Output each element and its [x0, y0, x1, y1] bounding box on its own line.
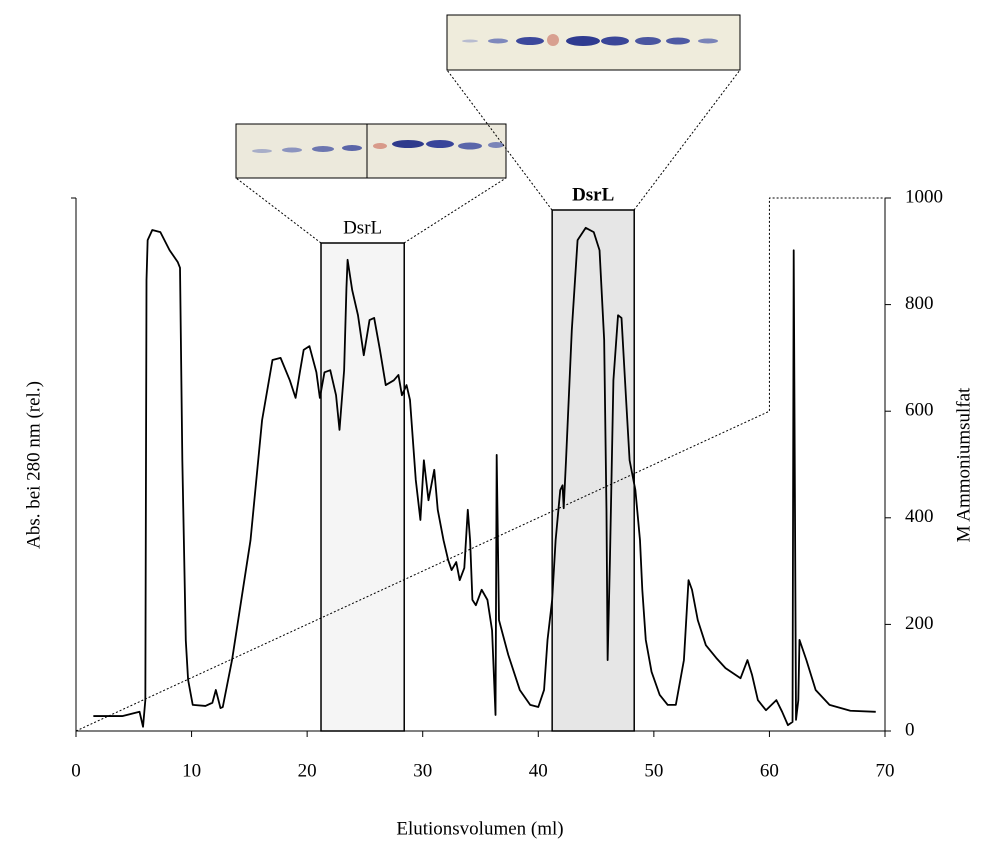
data-line	[75, 197, 885, 732]
y2-axis-title: M Ammoniumsulfat	[953, 387, 974, 542]
gel-image	[235, 123, 507, 179]
y2-tick-label: 400	[905, 506, 934, 527]
highlight-box	[551, 209, 635, 732]
x-tick-label: 20	[298, 760, 317, 781]
data-line	[93, 226, 876, 728]
x-tick-label: 10	[182, 760, 201, 781]
x-axis-title: Elutionsvolumen (ml)	[396, 818, 563, 839]
y2-tick-label: 600	[905, 400, 934, 421]
x-tick-label: 70	[876, 760, 895, 781]
x-tick-label: 40	[529, 760, 548, 781]
y-axis-title: Abs. bei 280 nm (rel.)	[23, 381, 44, 549]
x-tick-label: 60	[760, 760, 779, 781]
gel-image	[446, 14, 741, 71]
highlight-label: DsrL	[343, 217, 382, 238]
zoom-connector	[235, 69, 741, 244]
x-tick-label: 50	[644, 760, 663, 781]
highlight-label: DsrL	[572, 184, 614, 205]
highlight-box	[320, 242, 405, 732]
y2-tick-label: 800	[905, 293, 934, 314]
y2-tick-label: 200	[905, 613, 934, 634]
x-tick-label: 30	[413, 760, 432, 781]
y2-tick-label: 0	[905, 719, 915, 740]
x-tick-label: 0	[71, 760, 81, 781]
y2-tick-label: 1000	[905, 186, 943, 207]
